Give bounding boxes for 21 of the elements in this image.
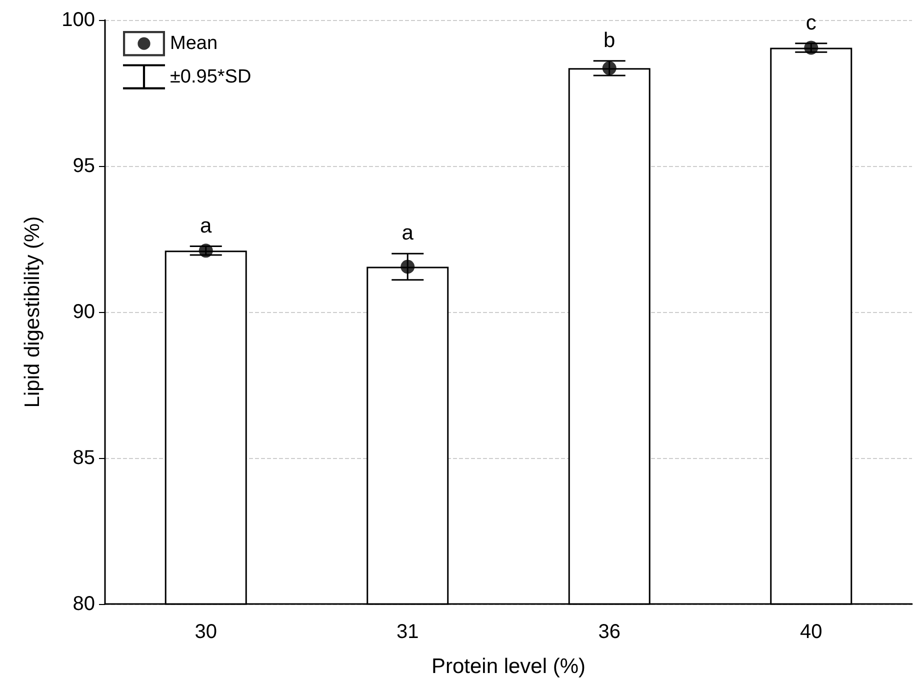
point bbox=[602, 61, 616, 76]
annotation: b bbox=[604, 28, 616, 52]
x-tick-label: 36 bbox=[598, 621, 620, 643]
point bbox=[804, 40, 818, 55]
annotation: a bbox=[402, 222, 414, 245]
x-tick-label: 30 bbox=[194, 621, 217, 643]
y-tick-label: 80 bbox=[72, 593, 95, 615]
annotation: ±0.95*SD bbox=[170, 66, 252, 88]
point bbox=[198, 244, 213, 258]
legend-label: Mean bbox=[170, 33, 218, 54]
y-tick-label: 95 bbox=[72, 155, 95, 177]
y-tick-label: 100 bbox=[62, 9, 95, 31]
annotation: c bbox=[806, 11, 816, 34]
x-tick-label: 40 bbox=[800, 621, 822, 643]
y-tick-label: 85 bbox=[72, 447, 95, 469]
x-tick-label: 31 bbox=[396, 621, 419, 643]
point bbox=[400, 260, 415, 274]
annotation: a bbox=[200, 214, 212, 238]
y-axis-title: Lipid digestibility (%) bbox=[21, 216, 44, 408]
y-tick-label: 90 bbox=[72, 301, 95, 323]
x-axis-title: Protein level (%) bbox=[431, 655, 586, 678]
